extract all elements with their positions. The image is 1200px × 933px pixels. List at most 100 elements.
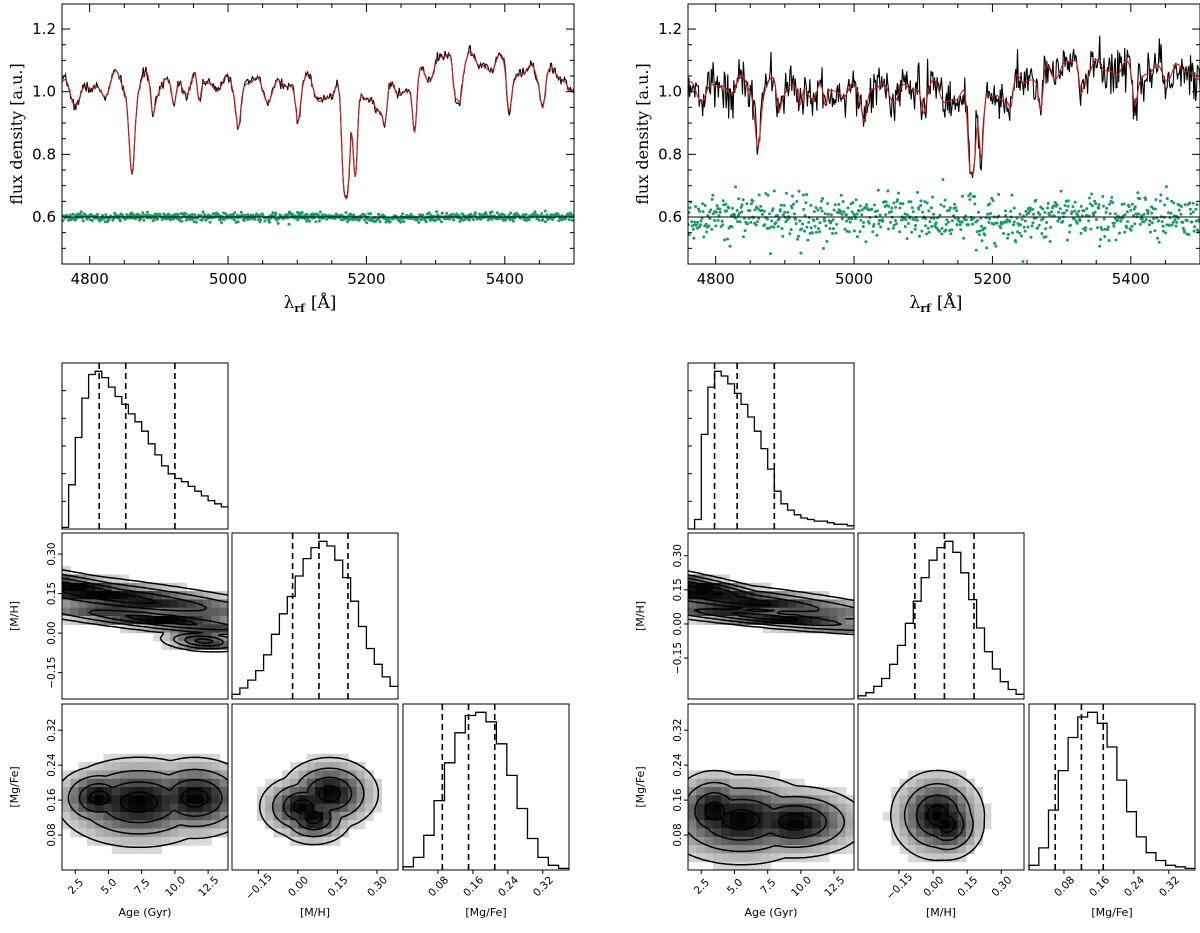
residual-point	[898, 230, 902, 234]
residual-point	[858, 204, 862, 208]
residual-point	[897, 191, 901, 195]
residual-point	[1034, 198, 1038, 202]
density-cell	[787, 599, 797, 609]
y-tick-label: 0.24	[672, 753, 684, 777]
residual-point	[961, 194, 964, 198]
residual-point	[726, 237, 729, 241]
density-cell	[194, 778, 204, 788]
residual-point	[1158, 199, 1162, 203]
density-cell	[949, 770, 959, 780]
residual-point	[877, 218, 881, 222]
density-cell	[211, 591, 221, 600]
residual-point	[825, 239, 829, 243]
density-cell	[688, 607, 697, 617]
density-cell	[290, 795, 299, 805]
density-cell	[136, 762, 146, 771]
x-tick-label: 0.15	[955, 874, 980, 899]
residual-point	[909, 200, 913, 204]
density-cell	[754, 836, 764, 846]
residual-point	[1110, 195, 1114, 199]
residual-point	[1173, 218, 1177, 222]
density-cell	[128, 753, 138, 763]
density-cell	[364, 770, 374, 780]
residual-point	[1140, 214, 1144, 218]
residual-point	[736, 220, 740, 224]
density-cell	[136, 591, 146, 600]
density-cell	[957, 853, 967, 863]
contour-line	[61, 756, 229, 849]
density-cell	[965, 787, 975, 796]
density-cell	[812, 836, 822, 846]
residual-point	[268, 220, 271, 224]
density-cell	[62, 803, 71, 813]
density-cell	[957, 828, 967, 838]
residual-point	[850, 217, 854, 221]
residual-point	[1062, 211, 1066, 215]
density-cell	[103, 836, 113, 846]
residual-point	[858, 230, 862, 234]
density-cell	[762, 616, 772, 625]
density-cell	[812, 616, 822, 625]
residual-point	[1138, 197, 1142, 201]
density-cell	[290, 770, 299, 780]
residual-point	[186, 217, 190, 221]
density-cell	[153, 787, 163, 796]
contour-line	[687, 769, 855, 866]
residual-point	[754, 223, 758, 227]
residual-point	[1149, 230, 1152, 234]
density-cell	[186, 599, 196, 609]
density-cell	[932, 787, 942, 796]
residual-point	[1011, 223, 1015, 227]
y-tick-label: 0.8	[658, 145, 682, 163]
residual-point	[721, 199, 725, 203]
density-cell	[696, 582, 706, 592]
density-cell	[696, 591, 706, 600]
density-cell	[86, 836, 96, 846]
diag-hist-1	[231, 532, 399, 700]
density-cell	[153, 770, 163, 780]
density-cell	[804, 811, 814, 821]
residual-point	[716, 219, 720, 222]
density-cell	[111, 787, 121, 796]
density-cell	[688, 836, 697, 846]
density-cell	[306, 828, 316, 838]
density-cell	[145, 599, 154, 609]
density-cell	[203, 599, 212, 609]
density-cell	[178, 770, 188, 780]
density-cell	[103, 616, 113, 625]
residual-point	[792, 212, 796, 216]
residual-point	[962, 236, 966, 240]
density-cell	[331, 787, 341, 796]
panel-frame	[61, 362, 229, 530]
density-cell	[737, 803, 747, 813]
x-axis-label-symbol: λ	[910, 293, 921, 313]
residual-point	[318, 210, 322, 214]
density-cell	[178, 632, 188, 642]
density-cell	[746, 582, 755, 592]
density-cell	[762, 845, 772, 854]
residual-point	[904, 218, 908, 222]
density-cell	[762, 778, 772, 788]
density-cell	[787, 811, 797, 821]
density-cell	[907, 770, 917, 780]
residual-point	[490, 210, 494, 214]
density-cell	[306, 778, 316, 788]
density-cell	[331, 803, 341, 813]
density-cell	[95, 803, 105, 813]
residual-point	[284, 213, 288, 217]
residual-point	[1182, 230, 1186, 234]
density-cell	[315, 820, 324, 830]
density-cell	[211, 616, 221, 625]
density-cell	[696, 803, 706, 813]
residual-point	[1150, 205, 1153, 209]
density-cell	[696, 599, 706, 609]
density-cell	[186, 803, 196, 813]
residual-point	[721, 223, 725, 227]
density-cell	[373, 803, 382, 813]
density-cell	[136, 778, 146, 788]
density-cell	[273, 811, 283, 821]
density-cell	[820, 853, 830, 863]
residual-point	[986, 212, 990, 216]
residual-point	[887, 204, 891, 208]
